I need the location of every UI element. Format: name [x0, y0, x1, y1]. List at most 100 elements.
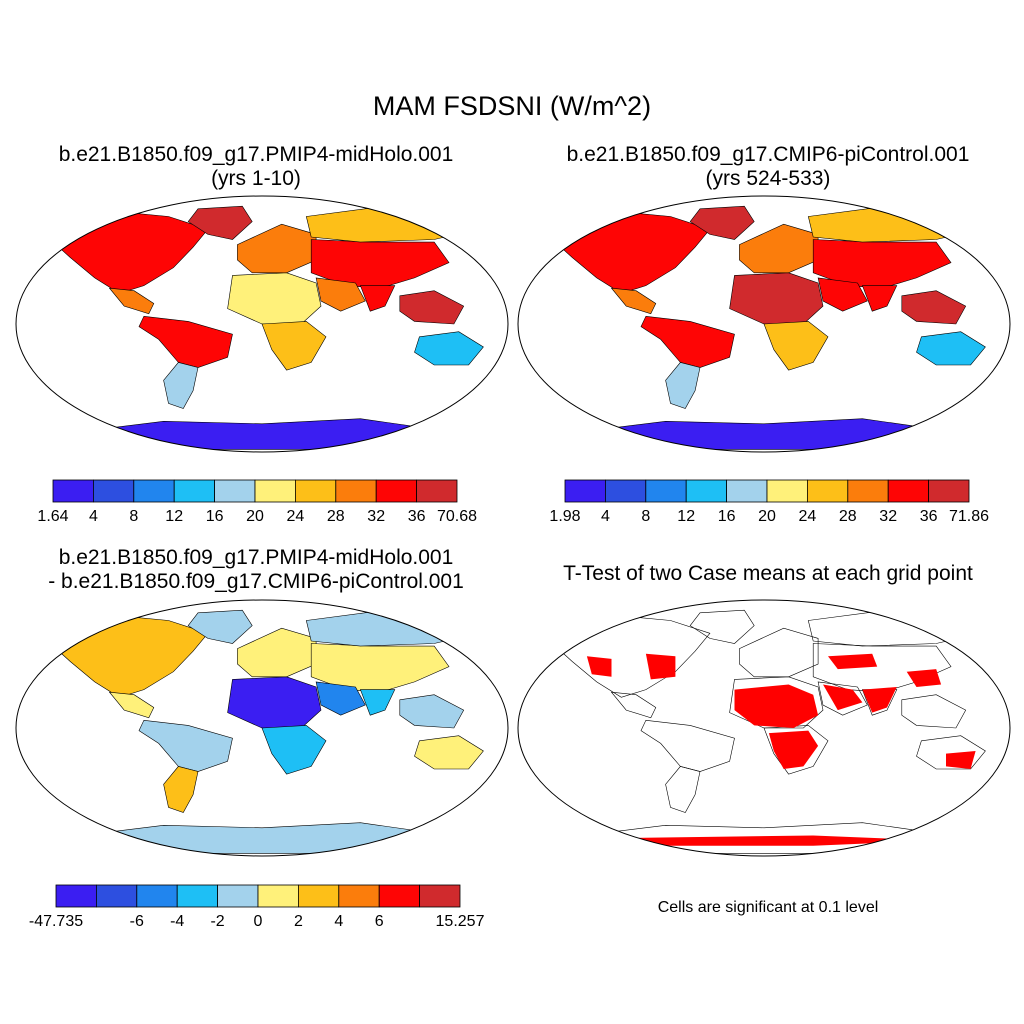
region-antarctica — [60, 418, 469, 450]
region-australia — [414, 331, 484, 366]
colorbar-box-1 — [93, 479, 135, 503]
region-asia — [310, 643, 450, 693]
region-north-africa — [227, 272, 322, 325]
region-south-africa — [261, 725, 327, 775]
colorbar-box-6 — [297, 884, 340, 908]
colorbar-box-2 — [136, 884, 178, 908]
colorbar-label: -6 — [130, 913, 144, 930]
colorbar-label: 8 — [641, 508, 650, 525]
colorbar-box-9 — [419, 884, 461, 908]
colorbar-label: 12 — [677, 508, 695, 525]
region-north-america — [552, 211, 711, 294]
coastline-se-asia — [901, 694, 967, 729]
panel-2-title: b.e21.B1850.f09_g17.CMIP6-piControl.001 … — [512, 143, 1024, 191]
coastline-patagonia — [665, 766, 701, 813]
panel-3-title-line1: b.e21.B1850.f09_g17.PMIP4-midHolo.001 — [58, 546, 454, 569]
region-india — [861, 285, 898, 312]
colorbar-box-3 — [685, 479, 727, 503]
panel-4-title-line1: T-Test of two Case means at each grid po… — [563, 562, 973, 585]
region-arabia — [817, 277, 868, 312]
significant-western-north-america — [586, 656, 612, 677]
colorbar-label: 71.86 — [949, 508, 989, 525]
region-central-america — [610, 287, 657, 315]
colorbar-box-9 — [416, 479, 458, 503]
colorbar-label: -47.735 — [29, 913, 83, 930]
colorbar-box-5 — [254, 479, 296, 503]
colorbar-label: 1.98 — [549, 508, 580, 525]
significant-central-asia — [828, 653, 878, 670]
map-panel-4 — [517, 599, 1011, 857]
region-siberia — [807, 205, 982, 243]
colorbar-label: 32 — [879, 508, 897, 525]
region-patagonia — [163, 362, 199, 409]
significant-north-africa — [734, 684, 819, 728]
colorbar-box-8 — [375, 479, 418, 503]
colorbar-box-7 — [847, 479, 889, 503]
significance-note: Cells are significant at 0.1 level — [657, 899, 879, 916]
region-greenland — [187, 609, 253, 644]
region-siberia — [305, 609, 480, 647]
significant-india — [862, 687, 897, 713]
map-land-group — [50, 205, 484, 450]
region-south-america — [138, 719, 233, 772]
region-north-america — [50, 211, 209, 294]
colorbar-box-5 — [766, 479, 808, 503]
panel-4-title: T-Test of two Case means at each grid po… — [512, 562, 1024, 586]
colorbar-box-9 — [928, 479, 970, 503]
coastline-north-africa — [729, 676, 824, 729]
region-south-africa — [763, 321, 829, 371]
colorbar-label: 2 — [294, 913, 303, 930]
map-frame — [15, 599, 509, 857]
region-europe — [739, 223, 819, 274]
colorbar-box-7 — [335, 479, 377, 503]
region-australia — [414, 735, 484, 770]
colorbar-label: 12 — [165, 508, 183, 525]
colorbar-label: 28 — [327, 508, 345, 525]
region-india — [359, 285, 396, 312]
region-patagonia — [665, 362, 701, 409]
region-south-america — [640, 315, 735, 368]
region-patagonia — [163, 766, 199, 813]
region-greenland — [689, 205, 755, 240]
colorbar-box-0 — [55, 884, 97, 908]
region-north-america — [50, 615, 209, 698]
region-arabia — [315, 277, 366, 312]
region-greenland — [187, 205, 253, 240]
colorbar-label: 1.64 — [37, 508, 68, 525]
map-panel-1 — [15, 195, 509, 453]
colorbar-box-0 — [52, 479, 94, 503]
colorbar-panel-1: 1.64 4 8 12 16 20 24 28 32 36 70.68 — [37, 479, 477, 525]
panel-1-title-line1: b.e21.B1850.f09_g17.PMIP4-midHolo.001 — [58, 143, 454, 166]
significant-south-africa — [768, 730, 819, 769]
panel-3-title-line2: - b.e21.B1850.f09_g17.CMIP6-piControl.00… — [48, 570, 464, 593]
region-se-asia — [399, 694, 465, 729]
map-panel-3 — [15, 599, 509, 857]
map-frame — [517, 599, 1011, 857]
region-central-america — [108, 287, 155, 315]
panel-1-title-line2: (yrs 1-10) — [211, 167, 301, 190]
region-europe — [237, 223, 317, 274]
region-south-america — [138, 315, 233, 368]
colorbar-label: 4 — [601, 508, 610, 525]
colorbar-label: 24 — [287, 508, 305, 525]
colorbar-label: 70.68 — [437, 508, 477, 525]
region-north-africa — [729, 272, 824, 325]
coastline-europe — [739, 627, 819, 678]
colorbar-box-6 — [294, 479, 337, 503]
main-title: MAM FSDSNI (W/m^2) — [372, 91, 652, 121]
significant-east-china — [906, 669, 942, 687]
coastline-central-america — [610, 691, 657, 719]
colorbar-box-2 — [133, 479, 175, 503]
colorbar-label: 16 — [206, 508, 224, 525]
colorbar-label: 36 — [920, 508, 938, 525]
coastline-south-africa — [763, 725, 829, 775]
region-central-america — [108, 691, 155, 719]
region-siberia — [305, 205, 480, 243]
significant-eastern-north-america — [645, 653, 676, 680]
map-land-group — [50, 609, 484, 854]
colorbar-label: 20 — [758, 508, 776, 525]
region-se-asia — [399, 290, 465, 325]
region-australia — [916, 331, 986, 366]
panel-1-title: b.e21.B1850.f09_g17.PMIP4-midHolo.001 (y… — [0, 143, 512, 191]
map-panel-2 — [517, 195, 1011, 453]
